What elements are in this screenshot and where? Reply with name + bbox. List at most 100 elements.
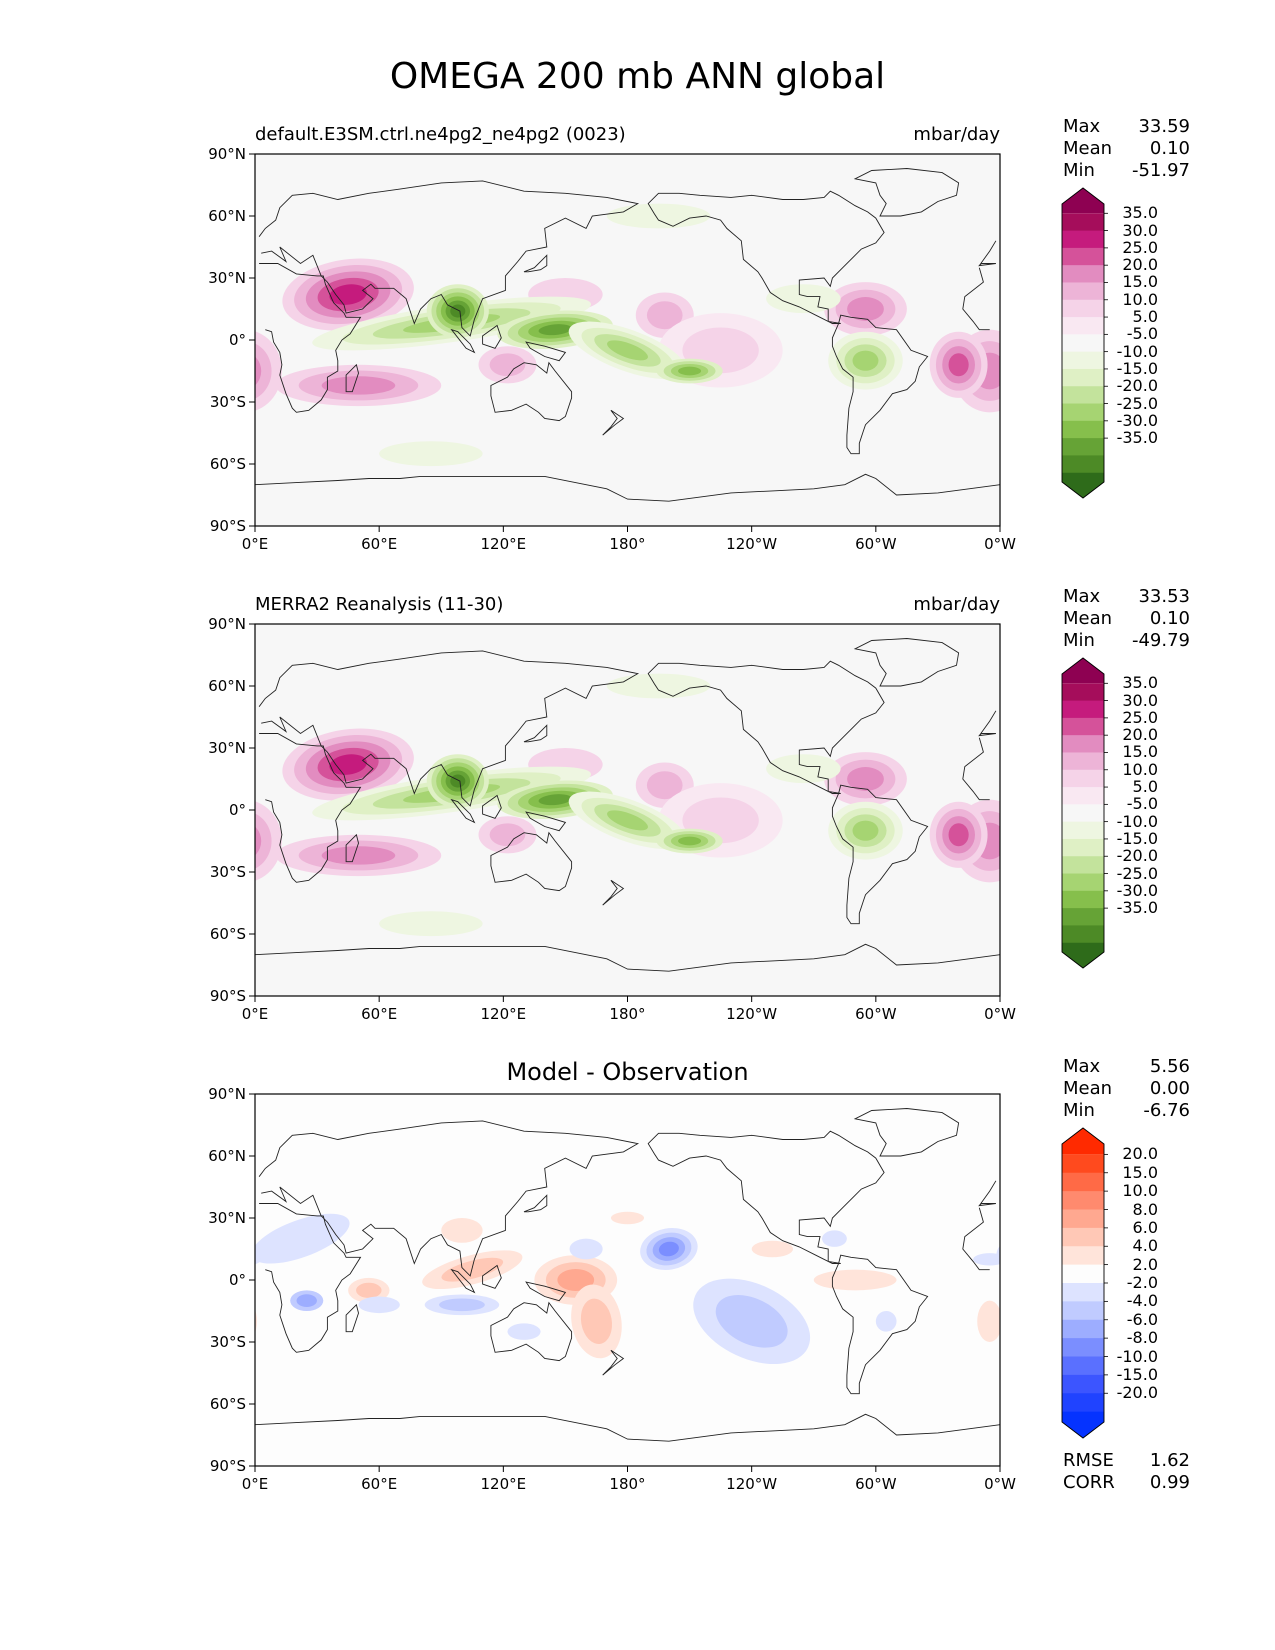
- coastline: [853, 638, 960, 687]
- colorbar-tick-label: 30.0: [1122, 220, 1158, 240]
- stat-value: -49.79: [1131, 630, 1190, 651]
- coastline: [450, 1268, 476, 1294]
- coastline: [602, 879, 625, 906]
- y-tick-label: 0°: [228, 331, 246, 349]
- contour-level: [358, 1296, 400, 1314]
- coastline: [525, 341, 567, 362]
- colorbar-swatch: [1062, 1356, 1104, 1376]
- y-tick-label: 90°N: [208, 145, 246, 163]
- colorbar-swatch: [1062, 1374, 1104, 1394]
- colorbar-swatch: [1062, 1393, 1104, 1413]
- colorbar-swatch: [1062, 1191, 1104, 1211]
- contour-level: [255, 826, 262, 856]
- colorbar-tick-label: -2.0: [1126, 1273, 1158, 1292]
- colorbar-swatch: [1062, 1246, 1104, 1266]
- coastline: [602, 409, 625, 436]
- colorbar-swatch: [1062, 735, 1104, 754]
- colorbar-swatch: [1062, 1283, 1104, 1302]
- y-tick-label: 60°S: [209, 1395, 246, 1413]
- contour-level: [610, 1211, 645, 1225]
- coastline-antarctica: [255, 473, 1000, 502]
- colorbar: [1061, 1127, 1108, 1439]
- y-tick-label: 0°: [228, 801, 246, 819]
- colorbar-tick-label: -5.0: [1126, 794, 1158, 814]
- coastline-antarctica: [255, 943, 1000, 972]
- stat-label: RMSE: [1063, 1450, 1114, 1471]
- colorbar-tick-label: 20.0: [1122, 725, 1158, 745]
- colorbar-swatch: [1062, 769, 1104, 788]
- colorbar-swatch: [1062, 386, 1104, 405]
- contour-level: [607, 810, 648, 831]
- colorbar-tick-label: -8.0: [1126, 1328, 1158, 1348]
- contour-level: [557, 1268, 595, 1292]
- x-tick-label: 120°E: [480, 535, 527, 553]
- contour-level: [356, 1282, 382, 1298]
- coastline: [490, 1301, 573, 1362]
- coastline: [259, 733, 990, 883]
- colorbar-tick-label: 25.0: [1122, 707, 1158, 727]
- colorbar-swatch: [1062, 213, 1104, 232]
- y-tick-label: 90°N: [208, 615, 246, 633]
- x-tick-label: 0°W: [984, 1005, 1016, 1023]
- colorbar-tick-label: -10.0: [1116, 1346, 1158, 1366]
- colorbar-tick-label: 10.0: [1122, 759, 1158, 779]
- stat-label: Max: [1063, 1056, 1101, 1077]
- stat-value: 5.56: [1149, 1056, 1190, 1077]
- coastline: [647, 660, 885, 794]
- colorbar-swatch: [1062, 299, 1104, 318]
- contour-level: [329, 284, 367, 305]
- x-tick-label: 0°W: [984, 1475, 1016, 1493]
- contour-level: [607, 340, 648, 361]
- colorbar-tick-label: 20.0: [1122, 1144, 1158, 1164]
- stat-value: -6.76: [1143, 1100, 1190, 1121]
- contour-level: [766, 754, 841, 784]
- contour-level: [489, 353, 526, 377]
- contour-level: [439, 1298, 485, 1312]
- colorbar-swatch: [1062, 925, 1104, 944]
- colorbar-extend-min: [1062, 472, 1104, 498]
- contour-level: [977, 1300, 1000, 1342]
- coastline: [258, 650, 997, 807]
- y-tick-label: 90°S: [209, 1457, 246, 1475]
- contour-level: [255, 356, 262, 386]
- contour-level: [715, 1295, 788, 1348]
- coastline: [482, 1264, 502, 1289]
- contour-level: [321, 376, 396, 395]
- stat-value: 1.62: [1149, 1450, 1190, 1471]
- contour-level: [321, 846, 396, 865]
- colorbar-swatch: [1062, 1301, 1104, 1321]
- coastline: [647, 190, 885, 324]
- x-tick-label: 120°W: [726, 535, 778, 553]
- contour-level: [580, 1298, 613, 1345]
- colorbar-tick-label: 4.0: [1132, 1236, 1158, 1256]
- coastline: [345, 833, 359, 863]
- x-tick-label: 0°E: [241, 535, 269, 553]
- contour-level: [569, 1238, 603, 1260]
- colorbar-tick-label: 15.0: [1122, 742, 1158, 762]
- stat-label: Min: [1063, 630, 1095, 651]
- x-tick-label: 60°W: [855, 1475, 897, 1493]
- colorbar-swatch: [1062, 908, 1104, 927]
- x-tick-label: 0°W: [984, 535, 1016, 553]
- stat-label: Min: [1063, 1100, 1095, 1121]
- contour-level: [538, 324, 572, 336]
- coastline: [525, 811, 567, 832]
- coastline: [523, 1194, 548, 1213]
- stat-value: 33.53: [1138, 586, 1190, 607]
- x-tick-label: 180°: [609, 535, 646, 553]
- contour-level: [606, 673, 711, 699]
- colorbar-swatch: [1062, 873, 1104, 892]
- panel-units: mbar/day: [913, 124, 1000, 145]
- colorbar-extend-max: [1062, 658, 1104, 684]
- contour-level: [450, 774, 466, 788]
- colorbar-tick-label: -25.0: [1116, 863, 1158, 883]
- contour-level: [678, 836, 702, 846]
- colorbar-tick-label: 15.0: [1122, 272, 1158, 292]
- map-panel-test: [249, 153, 1001, 532]
- colorbar-tick-label: -15.0: [1116, 1364, 1158, 1384]
- stat-value: 33.59: [1138, 116, 1190, 137]
- y-tick-label: 60°S: [209, 925, 246, 943]
- coastline: [258, 1120, 997, 1277]
- colorbar-swatch: [1062, 403, 1104, 422]
- x-tick-label: 120°E: [480, 1475, 527, 1493]
